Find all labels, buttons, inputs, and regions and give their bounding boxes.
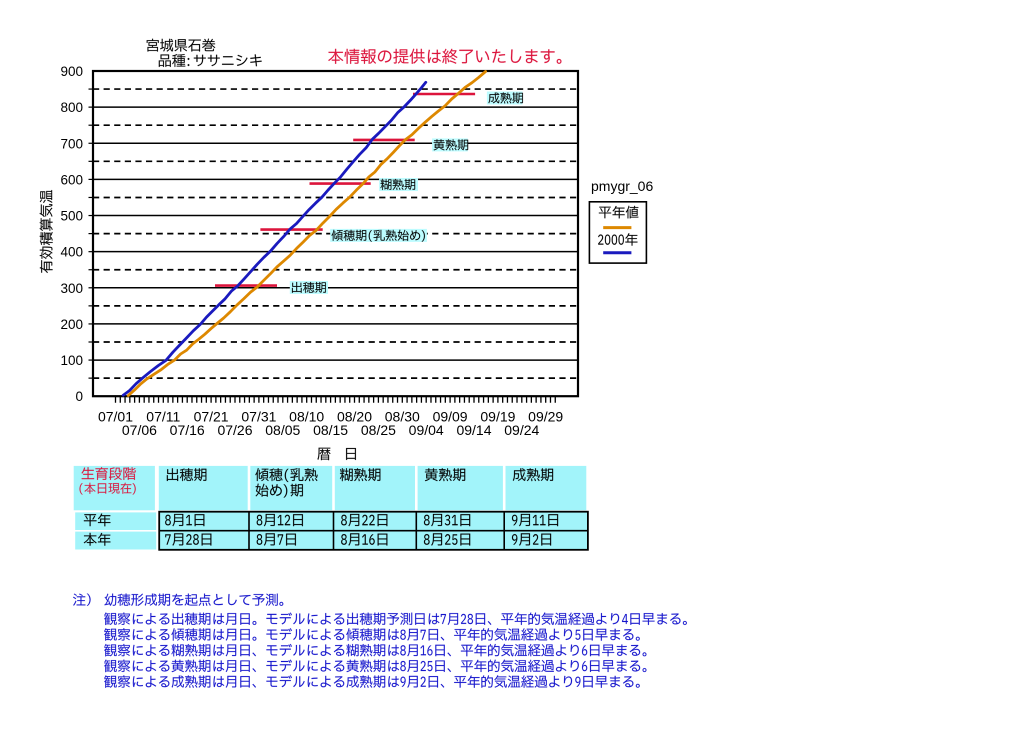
svg-text:700: 700 <box>60 136 83 151</box>
svg-text:200: 200 <box>60 317 83 332</box>
svg-text:09/29: 09/29 <box>528 409 563 425</box>
svg-text:08/05: 08/05 <box>265 422 300 438</box>
svg-text:08/30: 08/30 <box>385 409 420 425</box>
svg-text:100: 100 <box>60 353 83 368</box>
svg-text:07/21: 07/21 <box>194 409 229 425</box>
svg-text:09/09: 09/09 <box>433 409 468 425</box>
svg-text:500: 500 <box>60 209 83 224</box>
svg-text:09/24: 09/24 <box>504 422 539 438</box>
svg-text:400: 400 <box>60 245 83 260</box>
svg-text:07/06: 07/06 <box>122 422 157 438</box>
svg-text:07/16: 07/16 <box>170 422 205 438</box>
svg-text:08/25: 08/25 <box>361 422 396 438</box>
svg-text:300: 300 <box>60 281 83 296</box>
svg-text:07/26: 07/26 <box>217 422 252 438</box>
svg-text:09/14: 09/14 <box>456 422 491 438</box>
svg-text:800: 800 <box>60 100 83 115</box>
svg-text:900: 900 <box>60 64 83 79</box>
svg-text:08/15: 08/15 <box>313 422 348 438</box>
svg-text:08/20: 08/20 <box>337 409 372 425</box>
svg-text:pmygr_06: pmygr_06 <box>591 178 653 194</box>
svg-text:09/04: 09/04 <box>409 422 444 438</box>
svg-text:09/19: 09/19 <box>480 409 515 425</box>
svg-text:07/01: 07/01 <box>98 409 133 425</box>
svg-text:0: 0 <box>75 389 83 404</box>
svg-text:600: 600 <box>60 172 83 187</box>
svg-text:07/11: 07/11 <box>146 409 180 425</box>
svg-text:07/31: 07/31 <box>241 409 276 425</box>
svg-text:08/10: 08/10 <box>289 409 324 425</box>
